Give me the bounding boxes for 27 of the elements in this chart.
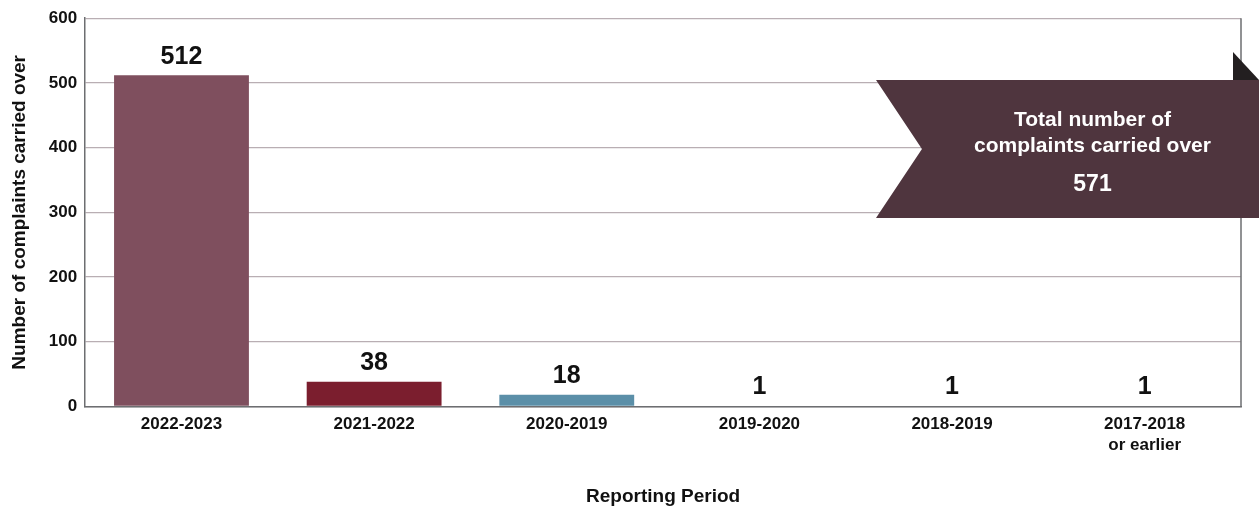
bar	[499, 394, 635, 406]
bar	[114, 75, 249, 406]
data-label: 512	[160, 40, 203, 69]
x-tick-label: 2020-2019	[526, 414, 608, 434]
data-label: 38	[360, 347, 389, 376]
x-tick-label: 2021-2022	[333, 414, 415, 434]
data-label: 18	[552, 360, 581, 389]
y-tick-label: 400	[48, 137, 78, 157]
y-tick-label: 300	[48, 201, 78, 221]
data-label: 1	[945, 371, 960, 400]
annotation: Total number of complaints carried over	[973, 106, 1212, 158]
y-tick-label: 100	[48, 331, 78, 351]
data-label: 1	[752, 371, 767, 400]
x-tick-label: 2017-2018 or earlier	[1104, 414, 1186, 454]
y-tick-label: 600	[48, 7, 78, 27]
y-tick-label: 500	[48, 72, 78, 92]
x-axis-title: Reporting Period	[586, 484, 741, 506]
annotation: 571	[1072, 170, 1113, 197]
y-axis-title: Number of complaints carried over	[7, 54, 29, 370]
ribbon-banner: Total number of complaints carried over 571	[876, 52, 1259, 218]
x-tick-label: 2018-2019	[911, 414, 993, 434]
x-tick-label: 2019-2020	[718, 414, 801, 434]
y-tick-label: 0	[67, 396, 78, 416]
bar	[306, 381, 442, 406]
y-tick-label: 200	[48, 266, 78, 286]
x-tick-label: 2022-2023	[140, 414, 223, 434]
data-label: 1	[1137, 371, 1152, 400]
